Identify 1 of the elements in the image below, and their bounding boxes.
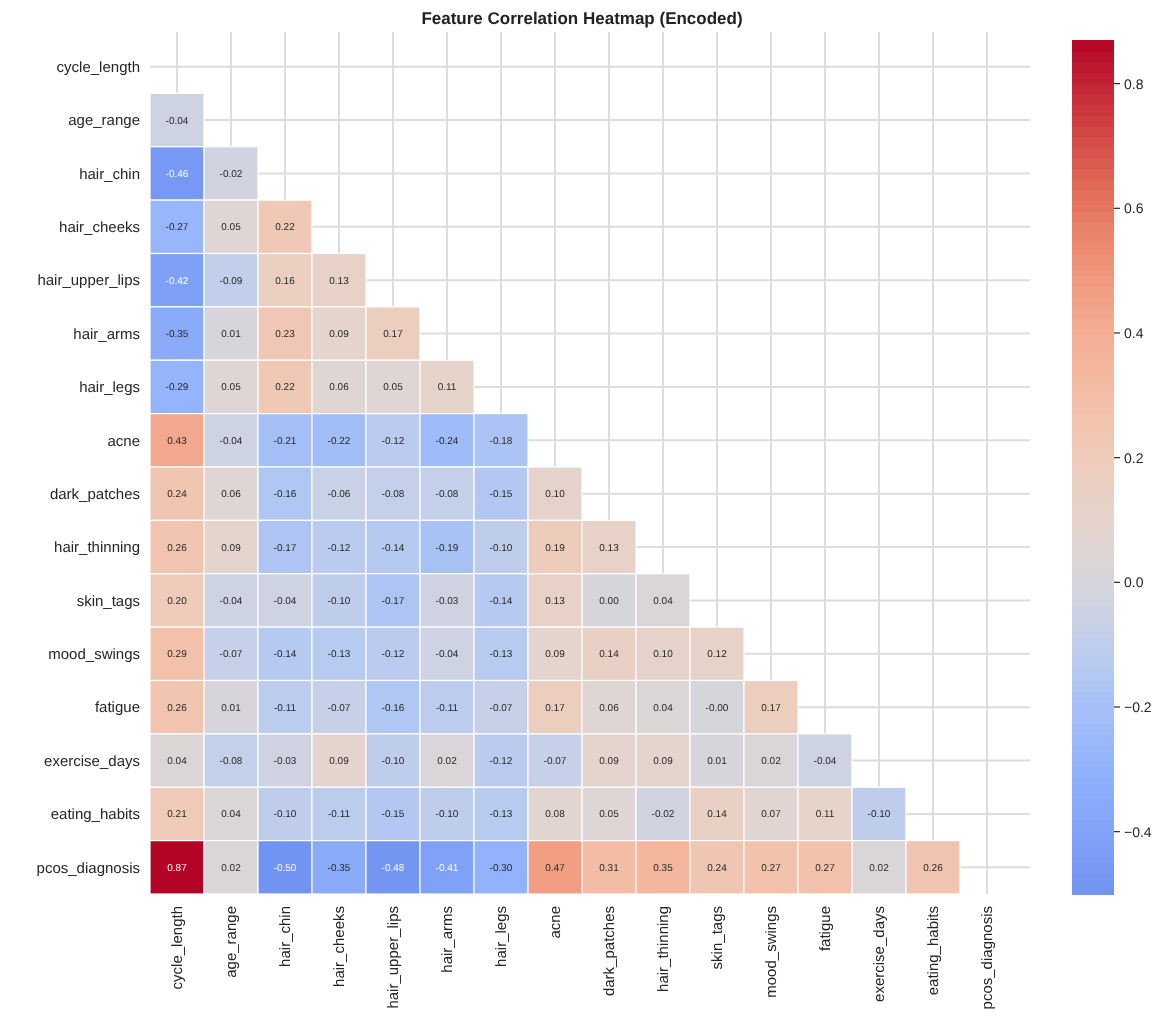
chart-title: Feature Correlation Heatmap (Encoded) [421, 8, 743, 28]
